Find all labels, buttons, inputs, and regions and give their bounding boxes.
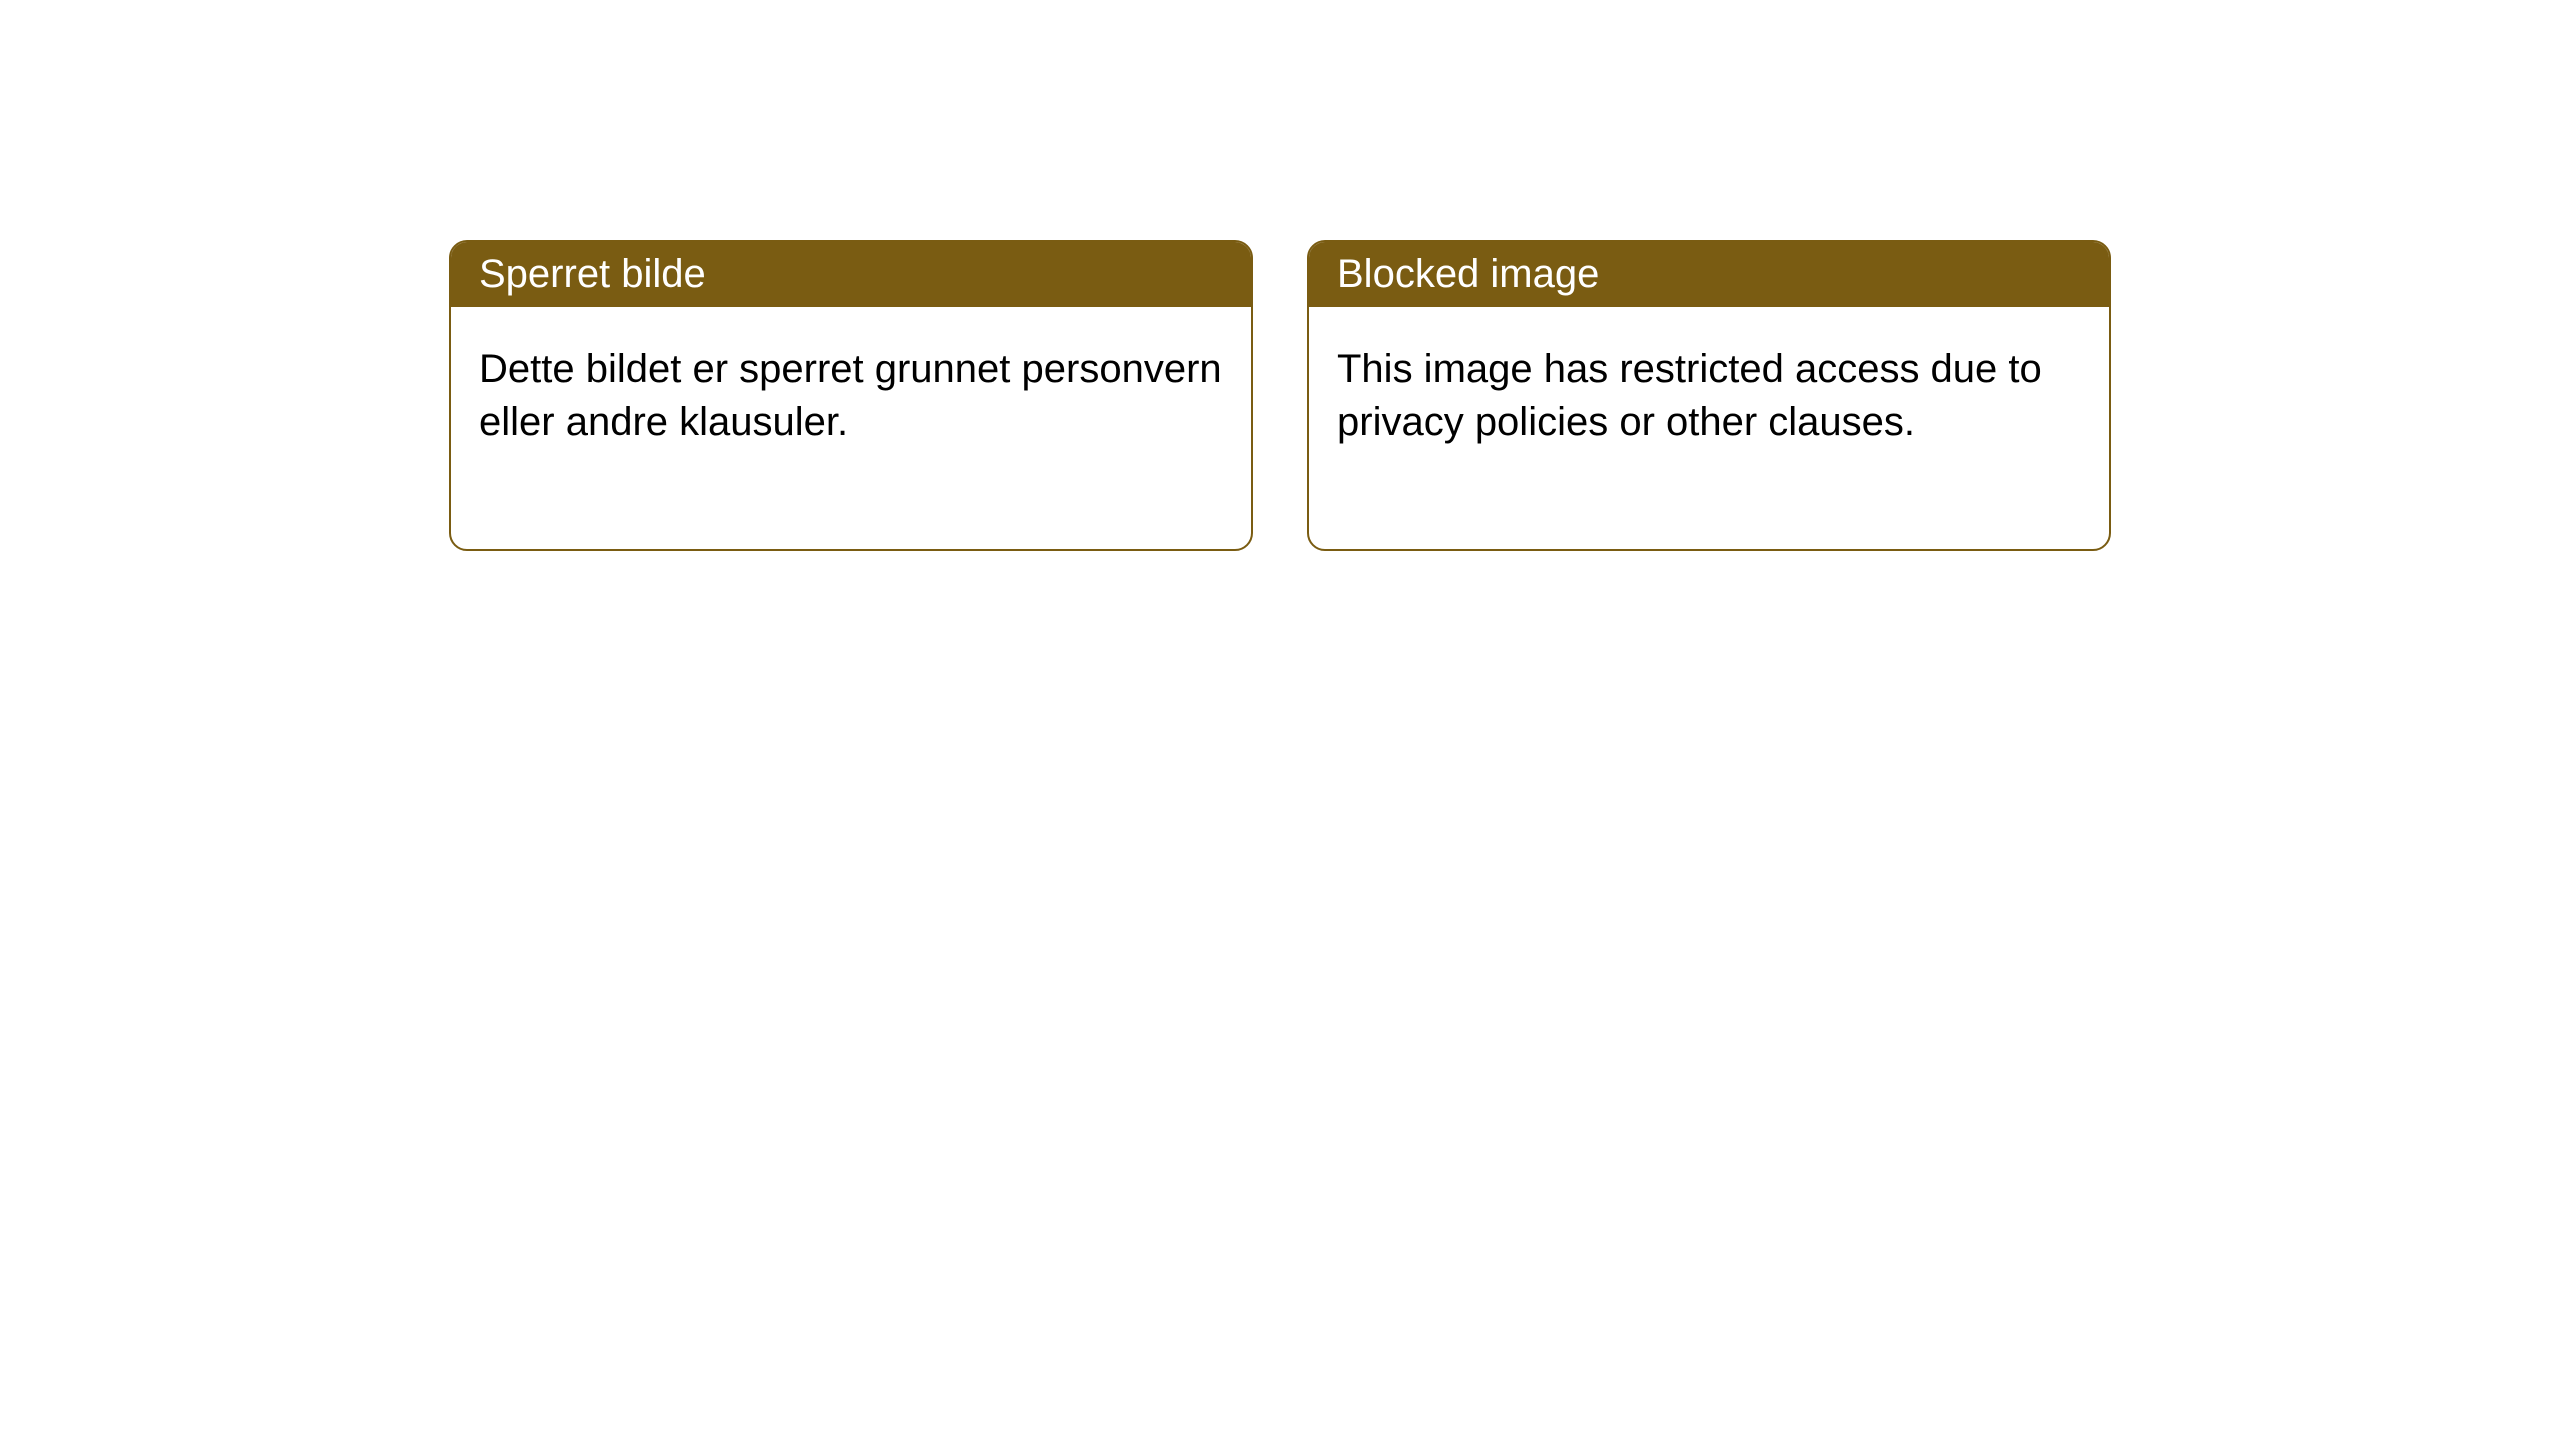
card-header: Sperret bilde — [451, 242, 1251, 307]
blocked-image-notices: Sperret bilde Dette bildet er sperret gr… — [0, 240, 2560, 551]
card-body-text: Dette bildet er sperret grunnet personve… — [479, 347, 1222, 444]
card-body-text: This image has restricted access due to … — [1337, 347, 2042, 444]
card-body: Dette bildet er sperret grunnet personve… — [451, 307, 1251, 549]
card-header: Blocked image — [1309, 242, 2109, 307]
blocked-image-card-norwegian: Sperret bilde Dette bildet er sperret gr… — [449, 240, 1253, 551]
card-body: This image has restricted access due to … — [1309, 307, 2109, 549]
card-title: Sperret bilde — [479, 252, 706, 296]
card-title: Blocked image — [1337, 252, 1599, 296]
blocked-image-card-english: Blocked image This image has restricted … — [1307, 240, 2111, 551]
